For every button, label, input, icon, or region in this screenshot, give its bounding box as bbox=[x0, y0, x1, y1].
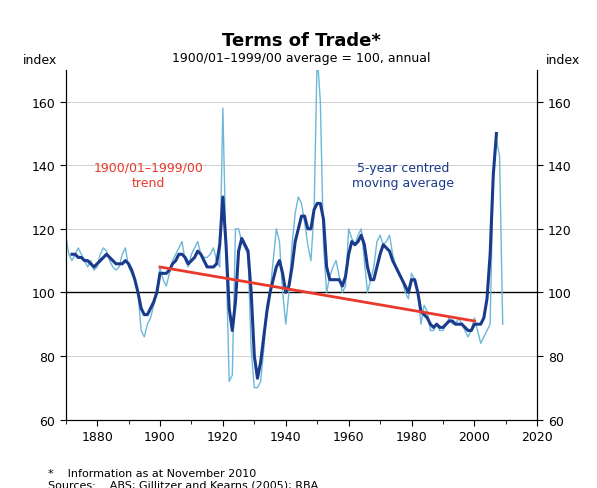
Text: index: index bbox=[546, 54, 580, 67]
Text: Sources:    ABS; Gillitzer and Kearns (2005); RBA: Sources: ABS; Gillitzer and Kearns (2005… bbox=[48, 479, 318, 488]
Text: 1900/01–1999/00
trend: 1900/01–1999/00 trend bbox=[93, 162, 203, 189]
Text: *    Information as at November 2010: * Information as at November 2010 bbox=[48, 468, 256, 478]
Text: index: index bbox=[23, 54, 57, 67]
Text: 1900/01–1999/00 average = 100, annual: 1900/01–1999/00 average = 100, annual bbox=[173, 52, 430, 64]
Title: Terms of Trade*: Terms of Trade* bbox=[222, 32, 381, 50]
Text: 5-year centred
moving average: 5-year centred moving average bbox=[352, 162, 454, 189]
